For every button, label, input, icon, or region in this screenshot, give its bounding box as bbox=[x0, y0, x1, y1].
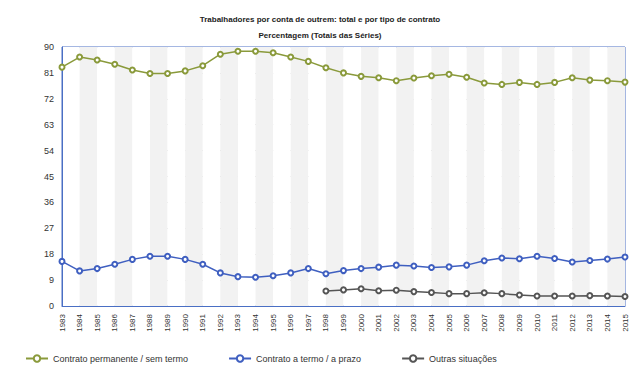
svg-text:1993: 1993 bbox=[233, 313, 242, 331]
svg-text:1996: 1996 bbox=[286, 313, 295, 331]
svg-text:2013: 2013 bbox=[585, 313, 594, 331]
svg-text:2006: 2006 bbox=[462, 313, 471, 331]
svg-text:2004: 2004 bbox=[427, 313, 436, 331]
svg-text:45: 45 bbox=[44, 172, 54, 182]
svg-text:1992: 1992 bbox=[216, 313, 225, 331]
svg-text:1991: 1991 bbox=[198, 313, 207, 331]
svg-text:1990: 1990 bbox=[181, 313, 190, 331]
svg-text:1985: 1985 bbox=[93, 313, 102, 331]
svg-text:2008: 2008 bbox=[497, 313, 506, 331]
svg-text:90: 90 bbox=[44, 42, 54, 52]
svg-text:81: 81 bbox=[44, 68, 54, 78]
svg-text:63: 63 bbox=[44, 120, 54, 130]
svg-text:Outras situações: Outras situações bbox=[429, 354, 497, 364]
svg-text:2014: 2014 bbox=[603, 313, 612, 331]
svg-text:Percentagem (Totais das Séries: Percentagem (Totais das Séries) bbox=[258, 31, 381, 40]
svg-text:1995: 1995 bbox=[269, 313, 278, 331]
svg-text:0: 0 bbox=[49, 301, 54, 311]
svg-text:Contrato permanente / sem term: Contrato permanente / sem termo bbox=[53, 354, 188, 364]
svg-text:1983: 1983 bbox=[58, 313, 67, 331]
svg-text:2009: 2009 bbox=[515, 313, 524, 331]
svg-text:72: 72 bbox=[44, 94, 54, 104]
svg-text:1999: 1999 bbox=[339, 313, 348, 331]
svg-text:36: 36 bbox=[44, 197, 54, 207]
svg-text:2001: 2001 bbox=[374, 313, 383, 331]
svg-text:1987: 1987 bbox=[128, 313, 137, 331]
svg-text:1994: 1994 bbox=[251, 313, 260, 331]
svg-text:9: 9 bbox=[49, 275, 54, 285]
svg-text:1989: 1989 bbox=[163, 313, 172, 331]
svg-text:2012: 2012 bbox=[568, 313, 577, 331]
svg-text:1988: 1988 bbox=[145, 313, 154, 331]
svg-text:2010: 2010 bbox=[533, 313, 542, 331]
svg-text:1998: 1998 bbox=[321, 313, 330, 331]
svg-text:1997: 1997 bbox=[304, 313, 313, 331]
svg-text:2000: 2000 bbox=[357, 313, 366, 331]
svg-text:2003: 2003 bbox=[409, 313, 418, 331]
svg-text:2007: 2007 bbox=[480, 313, 489, 331]
svg-text:2005: 2005 bbox=[445, 313, 454, 331]
svg-text:1984: 1984 bbox=[75, 313, 84, 331]
svg-text:54: 54 bbox=[44, 146, 54, 156]
svg-text:Trabalhadores por conta de out: Trabalhadores por conta de outrem: total… bbox=[200, 15, 441, 24]
svg-text:1986: 1986 bbox=[110, 313, 119, 331]
svg-text:2002: 2002 bbox=[392, 313, 401, 331]
svg-text:2015: 2015 bbox=[621, 313, 630, 331]
svg-text:18: 18 bbox=[44, 249, 54, 259]
svg-text:2011: 2011 bbox=[550, 313, 559, 331]
svg-text:Contrato a termo / a prazo: Contrato a termo / a prazo bbox=[256, 354, 361, 364]
svg-text:27: 27 bbox=[44, 223, 54, 233]
